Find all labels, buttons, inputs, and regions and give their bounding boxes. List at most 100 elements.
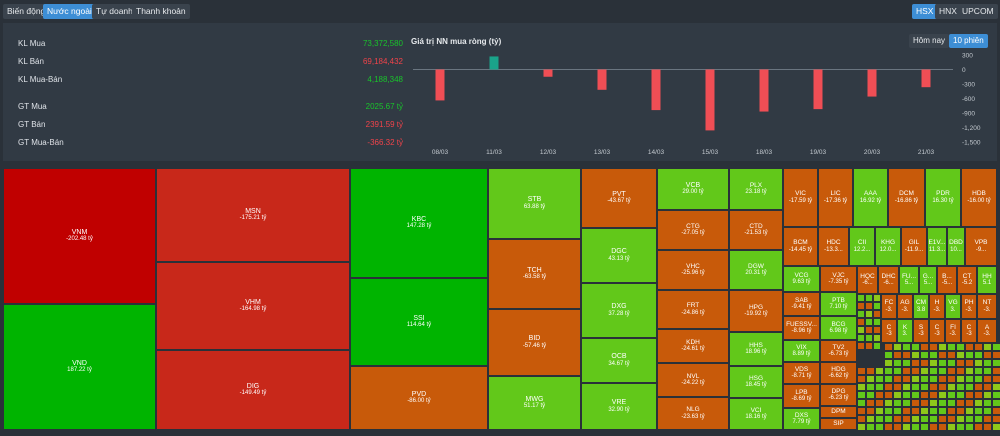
heatmap-cell[interactable]: DGW 20.31 tỷ bbox=[729, 250, 783, 290]
heatmap-mini-cell[interactable] bbox=[974, 343, 983, 351]
heatmap-cell[interactable]: VND 187.22 tỷ bbox=[3, 304, 156, 430]
heatmap-mini-cell[interactable] bbox=[974, 399, 983, 407]
heatmap-cell[interactable]: HPG -19.92 tỷ bbox=[729, 290, 783, 332]
heatmap-mini-cell[interactable] bbox=[938, 407, 947, 415]
heatmap-cell[interactable]: CT -5.2 bbox=[957, 266, 977, 294]
heatmap-cell[interactable]: DHC -6... bbox=[878, 266, 899, 294]
heatmap-cell[interactable]: CM 3.8 bbox=[913, 294, 929, 319]
heatmap-mini-cell[interactable] bbox=[911, 351, 920, 359]
heatmap-mini-cell[interactable] bbox=[920, 359, 929, 367]
heatmap-cell[interactable]: DPM bbox=[820, 406, 857, 418]
heatmap-cell[interactable]: CTG -27.05 tỷ bbox=[657, 210, 729, 250]
heatmap-cell[interactable]: VPB -9... bbox=[965, 227, 997, 266]
heatmap-mini-cell[interactable] bbox=[911, 415, 920, 423]
heatmap-mini-cell[interactable] bbox=[938, 415, 947, 423]
heatmap-mini-cell[interactable] bbox=[884, 415, 893, 423]
heatmap-cell[interactable]: G... 5... bbox=[919, 266, 937, 294]
heatmap-mini-cell[interactable] bbox=[965, 399, 974, 407]
heatmap-mini-cell[interactable] bbox=[866, 407, 875, 415]
heatmap-cell[interactable]: SIP bbox=[820, 418, 857, 430]
heatmap-mini-cell[interactable] bbox=[884, 351, 893, 359]
heatmap-mini-cell[interactable] bbox=[938, 423, 947, 431]
heatmap-mini-cell[interactable] bbox=[873, 326, 881, 334]
heatmap-mini-cell[interactable] bbox=[902, 415, 911, 423]
heatmap-mini-cell[interactable] bbox=[983, 399, 992, 407]
heatmap-cell[interactable]: HDG -6.62 tỷ bbox=[820, 362, 857, 384]
heatmap-mini-cell[interactable] bbox=[920, 383, 929, 391]
heatmap-mini-cell[interactable] bbox=[992, 415, 1000, 423]
heatmap-mini-cell[interactable] bbox=[865, 294, 873, 302]
heatmap-cell[interactable]: K 3. bbox=[897, 319, 913, 343]
heatmap-cell[interactable]: MWG 51.17 tỷ bbox=[488, 376, 581, 430]
heatmap-mini-cell[interactable] bbox=[974, 415, 983, 423]
heatmap-cell[interactable]: VIC -17.59 tỷ bbox=[783, 168, 818, 227]
heatmap-mini-cell[interactable] bbox=[902, 343, 911, 351]
heatmap-mini-cell[interactable] bbox=[866, 375, 875, 383]
heatmap-mini-cell[interactable] bbox=[956, 383, 965, 391]
heatmap-mini-cell[interactable] bbox=[920, 391, 929, 399]
heatmap-mini-cell[interactable] bbox=[929, 423, 938, 431]
heatmap-cell[interactable]: VG 3. bbox=[945, 294, 961, 319]
heatmap-mini-cell[interactable] bbox=[983, 407, 992, 415]
toggle-hom-nay[interactable]: Hôm nay bbox=[909, 34, 950, 48]
heatmap-cell[interactable]: HSG 18.45 tỷ bbox=[729, 366, 783, 398]
heatmap-cell[interactable]: TCH -63.58 tỷ bbox=[488, 239, 581, 309]
heatmap-mini-cell[interactable] bbox=[938, 351, 947, 359]
heatmap-cell[interactable]: KDH -24.61 tỷ bbox=[657, 329, 729, 363]
heatmap-mini-cell[interactable] bbox=[983, 375, 992, 383]
heatmap-mini-cell[interactable] bbox=[857, 334, 865, 342]
heatmap-cell[interactable]: PDR 16.30 tỷ bbox=[925, 168, 961, 227]
heatmap-cell[interactable]: PTB 7.10 tỷ bbox=[820, 292, 857, 316]
heatmap-mini-cell[interactable] bbox=[873, 310, 881, 318]
heatmap-cell[interactable]: MSN -175.21 tỷ bbox=[156, 168, 350, 262]
heatmap-mini-cell[interactable] bbox=[866, 367, 875, 375]
tab-tu-doanh[interactable]: Tự doanh bbox=[92, 4, 137, 19]
heatmap-cell[interactable]: DBD 10... bbox=[947, 227, 965, 266]
heatmap-mini-cell[interactable] bbox=[902, 383, 911, 391]
heatmap-mini-cell[interactable] bbox=[983, 351, 992, 359]
heatmap-cell[interactable]: AG -3. bbox=[897, 294, 913, 319]
heatmap-mini-cell[interactable] bbox=[884, 359, 893, 367]
heatmap-cell[interactable]: VHC -25.96 tỷ bbox=[657, 250, 729, 290]
heatmap-mini-cell[interactable] bbox=[857, 326, 865, 334]
heatmap-cell[interactable]: FI -3. bbox=[945, 319, 961, 343]
heatmap-mini-cell[interactable] bbox=[956, 415, 965, 423]
heatmap-cell[interactable]: PVD -86.00 tỷ bbox=[350, 366, 488, 430]
heatmap-cell[interactable]: CTD -21.53 tỷ bbox=[729, 210, 783, 250]
heatmap-mini-cell[interactable] bbox=[884, 367, 893, 375]
heatmap-cell[interactable]: FU... 5... bbox=[899, 266, 919, 294]
heatmap-mini-cell[interactable] bbox=[947, 423, 956, 431]
heatmap-mini-cell[interactable] bbox=[983, 383, 992, 391]
heatmap-mini-cell[interactable] bbox=[929, 351, 938, 359]
heatmap-mini-cell[interactable] bbox=[956, 391, 965, 399]
exchange-upcom[interactable]: UPCOM bbox=[958, 4, 998, 19]
heatmap-cell[interactable]: C -3 bbox=[881, 319, 897, 343]
heatmap-mini-cell[interactable] bbox=[873, 342, 881, 350]
heatmap-cell[interactable]: C -3 bbox=[929, 319, 945, 343]
heatmap-mini-cell[interactable] bbox=[884, 423, 893, 431]
heatmap-mini-cell[interactable] bbox=[965, 415, 974, 423]
heatmap-cell[interactable]: VDS -8.71 tỷ bbox=[783, 362, 820, 384]
heatmap-mini-cell[interactable] bbox=[911, 399, 920, 407]
heatmap-mini-cell[interactable] bbox=[929, 343, 938, 351]
heatmap-mini-cell[interactable] bbox=[929, 367, 938, 375]
heatmap-mini-cell[interactable] bbox=[992, 399, 1000, 407]
heatmap-cell[interactable]: STB 63.88 tỷ bbox=[488, 168, 581, 239]
exchange-hnx[interactable]: HNX bbox=[935, 4, 961, 19]
heatmap-mini-cell[interactable] bbox=[857, 310, 865, 318]
toggle-10-phien[interactable]: 10 phiên bbox=[949, 34, 988, 48]
heatmap-mini-cell[interactable] bbox=[983, 343, 992, 351]
tab-thanh-khoan[interactable]: Thanh khoản bbox=[132, 4, 190, 19]
tab-nuoc-ngoai[interactable]: Nước ngoài bbox=[43, 4, 96, 19]
heatmap-mini-cell[interactable] bbox=[865, 302, 873, 310]
heatmap-mini-cell[interactable] bbox=[875, 367, 884, 375]
heatmap-mini-cell[interactable] bbox=[965, 383, 974, 391]
heatmap-mini-cell[interactable] bbox=[866, 399, 875, 407]
heatmap-mini-cell[interactable] bbox=[873, 318, 881, 326]
heatmap-mini-cell[interactable] bbox=[965, 375, 974, 383]
heatmap-mini-cell[interactable] bbox=[938, 383, 947, 391]
heatmap-mini-cell[interactable] bbox=[911, 407, 920, 415]
heatmap-mini-cell[interactable] bbox=[965, 367, 974, 375]
heatmap-cell[interactable]: HDB -16.00 tỷ bbox=[961, 168, 997, 227]
heatmap-mini-cell[interactable] bbox=[992, 375, 1000, 383]
